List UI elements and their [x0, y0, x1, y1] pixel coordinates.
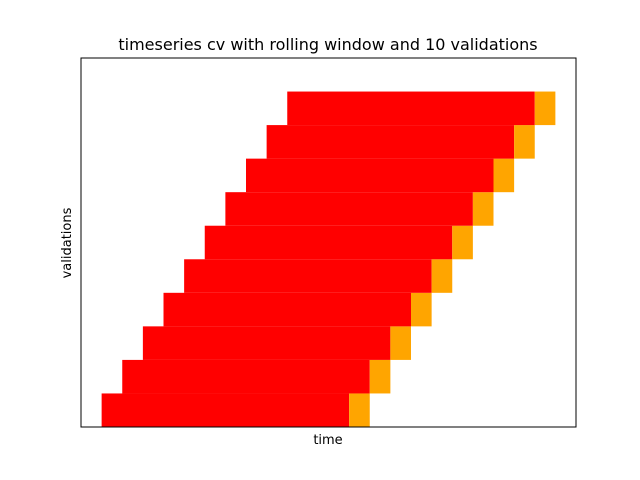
x-axis-label: time	[313, 433, 342, 448]
train-bar-2	[142, 326, 391, 360]
train-bar-4	[184, 259, 432, 293]
validation-bar-8	[514, 125, 535, 159]
train-bar-1	[122, 359, 370, 394]
y-axis-label: validations	[60, 207, 75, 278]
train-bar-3	[163, 292, 411, 327]
validation-bar-3	[411, 292, 432, 327]
chart-title: timeseries cv with rolling window and 10…	[118, 35, 537, 54]
train-bar-0	[101, 393, 350, 427]
validation-bar-7	[493, 158, 515, 193]
train-bar-6	[225, 192, 473, 226]
validation-bar-9	[534, 91, 556, 126]
validation-bar-5	[452, 225, 473, 260]
train-bar-5	[204, 225, 453, 260]
train-bar-7	[246, 158, 494, 193]
validation-bar-0	[349, 393, 370, 427]
validation-bar-2	[390, 326, 411, 360]
validation-bar-4	[431, 259, 453, 293]
bars-group	[101, 91, 556, 427]
plot-frame	[80, 57, 577, 428]
validation-bar-6	[472, 192, 494, 226]
train-bar-9	[287, 91, 535, 126]
validation-bar-1	[369, 359, 391, 394]
train-bar-8	[266, 125, 515, 159]
